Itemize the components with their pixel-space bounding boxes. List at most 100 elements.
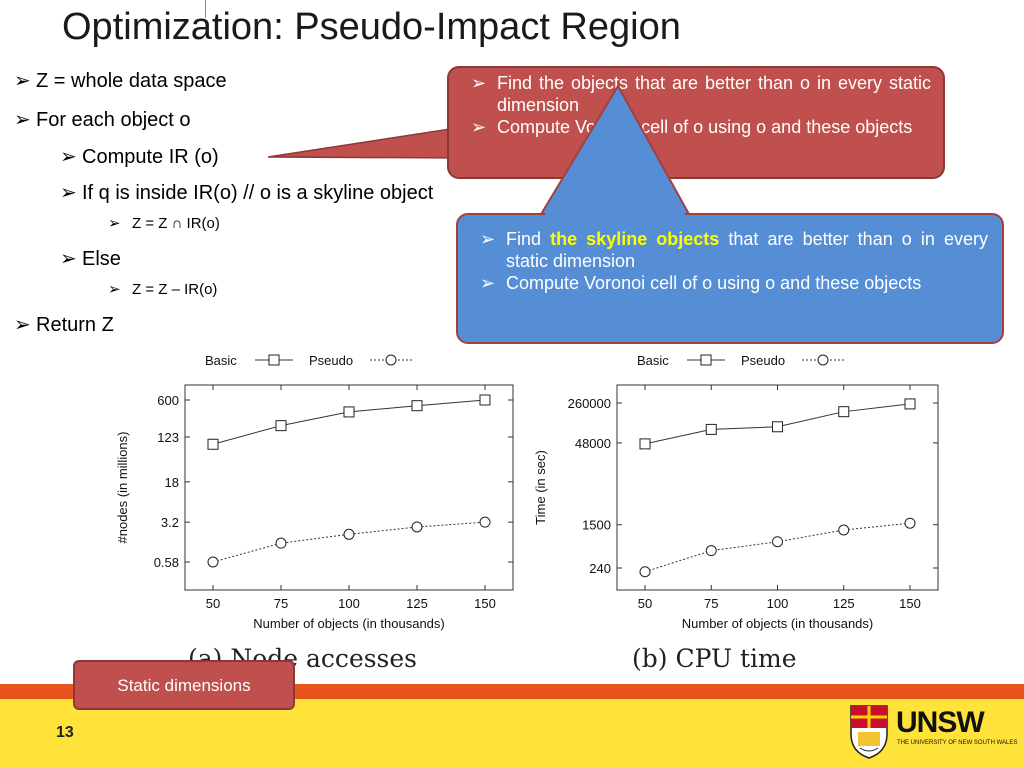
unsw-logo-subtext: THE UNIVERSITY OF NEW SOUTH WALES xyxy=(897,740,1018,746)
bullet-arrow-icon: ➢ xyxy=(108,281,121,298)
y-tick-label: 260000 xyxy=(568,396,611,411)
y-tick-label: 0.58 xyxy=(154,555,179,570)
red-callout: ➢ Find the objects that are better than o… xyxy=(447,66,945,179)
data-point xyxy=(838,406,850,418)
data-point xyxy=(639,438,651,450)
bullet-text: Z = Z – IR(o) xyxy=(132,281,218,298)
bullet-item: ➢ Z = whole data space xyxy=(14,68,227,93)
x-tick-label: 100 xyxy=(767,596,789,611)
blue-callout-item: ➢ Compute Voronoi cell of o using o and t… xyxy=(480,272,988,294)
bullet-item: ➢ Z = Z – IR(o) xyxy=(108,280,217,298)
legend-label: Basic xyxy=(637,353,669,368)
data-point xyxy=(838,524,850,536)
data-point xyxy=(639,566,651,578)
bullet-arrow-icon: ➢ xyxy=(14,109,31,131)
y-axis-label: Time (in sec) xyxy=(533,450,548,525)
data-point xyxy=(705,423,717,435)
legend-label: Pseudo xyxy=(741,353,785,368)
x-tick-label: 50 xyxy=(638,596,652,611)
series-line-pseudo xyxy=(212,521,486,563)
bullet-arrow-icon: ➢ xyxy=(60,248,77,270)
bullet-text: Else xyxy=(82,248,121,270)
legend-label: Basic xyxy=(205,353,237,368)
y-tick-label: 3.2 xyxy=(161,515,179,530)
x-axis-label: Number of objects (in thousands) xyxy=(682,616,873,631)
bullet-arrow-icon: ➢ xyxy=(471,117,487,137)
data-point xyxy=(411,400,423,412)
data-point xyxy=(343,406,355,418)
bullet-arrow-icon: ➢ xyxy=(14,314,31,336)
bullet-text: Compute IR (o) xyxy=(82,146,219,168)
bullet-arrow-icon: ➢ xyxy=(480,273,496,293)
x-tick-label: 125 xyxy=(406,596,428,611)
slide-title: Optimization: Pseudo-Impact Region xyxy=(62,6,681,48)
static-dimensions-box: Static dimensions xyxy=(73,660,295,710)
bullet-text: Return Z xyxy=(36,314,114,336)
y-tick-label: 18 xyxy=(165,475,179,490)
red-callout-text: Find the objects that are better than o … xyxy=(497,73,931,115)
bullet-arrow-icon: ➢ xyxy=(14,70,31,92)
x-tick-label: 75 xyxy=(274,596,288,611)
series-line-pseudo xyxy=(644,522,911,573)
charts: 0.58 3.2 18 123 600 50 75 100 125 150 Number of ob… xyxy=(115,353,939,631)
chart-a: 0.58 3.2 18 123 600 50 75 100 125 150 Number of ob… xyxy=(115,353,514,631)
data-point xyxy=(343,528,355,540)
bullet-text: If q is inside IR(o) // o is a skyline o… xyxy=(82,182,434,204)
blue-callout: ➢ Find the skyline objects that are bette… xyxy=(456,213,1004,344)
y-tick-label: 48000 xyxy=(575,436,611,451)
data-point xyxy=(479,516,491,528)
legend-marker xyxy=(700,354,712,366)
data-point xyxy=(207,438,219,450)
x-tick-label: 50 xyxy=(206,596,220,611)
y-tick-label: 600 xyxy=(157,393,179,408)
bullet-text: Z = Z ∩ IR(o) xyxy=(132,215,220,232)
data-point xyxy=(772,536,783,548)
bullet-arrow-icon: ➢ xyxy=(471,73,487,93)
chart-caption-b: (b) CPU time xyxy=(632,644,797,673)
blue-callout-text: Compute Voronoi cell of o using o and th… xyxy=(506,273,922,293)
blue-callout-text: Find xyxy=(506,229,551,249)
bullet-item: ➢ Return Z xyxy=(14,312,114,337)
data-point xyxy=(904,398,916,410)
legend-marker xyxy=(385,354,397,366)
x-tick-label: 150 xyxy=(474,596,496,611)
x-tick-label: 100 xyxy=(338,596,360,611)
y-tick-label: 240 xyxy=(589,561,611,576)
bullet-item: ➢ For each object o xyxy=(14,107,191,132)
y-tick-label: 123 xyxy=(157,430,179,445)
data-point xyxy=(705,545,717,557)
y-axis-label: #nodes (in millions) xyxy=(115,432,130,544)
bullet-item: ➢ Else xyxy=(60,246,121,271)
bullet-arrow-icon: ➢ xyxy=(60,182,77,204)
chart-b: 240 1500 48000 260000 50 75 100 125 150 Number of… xyxy=(533,353,939,631)
blue-callout-item: ➢ Find the skyline objects that are bette… xyxy=(480,228,988,272)
y-tick-label: 1500 xyxy=(582,518,611,533)
x-tick-label: 150 xyxy=(899,596,921,611)
bullet-arrow-icon: ➢ xyxy=(480,229,496,249)
bullet-text: Z = whole data space xyxy=(36,70,227,92)
skyline-highlight: the skyline objects xyxy=(550,229,720,249)
legend-marker xyxy=(817,354,829,366)
unsw-logo-text: UNSW xyxy=(896,706,985,739)
data-point xyxy=(772,421,783,433)
data-point xyxy=(207,556,219,568)
data-point xyxy=(479,394,491,406)
bullet-arrow-icon: ➢ xyxy=(108,215,121,232)
data-point xyxy=(275,537,287,549)
legend-label: Pseudo xyxy=(309,353,353,368)
bullet-text: For each object o xyxy=(36,109,191,131)
legend-marker xyxy=(268,354,280,366)
data-point xyxy=(904,517,916,529)
x-tick-label: 125 xyxy=(833,596,855,611)
bullet-item: ➢ Compute IR (o) xyxy=(60,144,219,169)
top-divider-line xyxy=(205,0,206,18)
data-point xyxy=(411,521,423,533)
bullet-arrow-icon: ➢ xyxy=(60,146,77,168)
blue-callout-text: that are better than o in every static d… xyxy=(506,229,988,271)
x-tick-label: 75 xyxy=(704,596,718,611)
plot-frame xyxy=(616,384,939,591)
blue-callout-pointer-fill xyxy=(543,90,687,218)
data-point xyxy=(275,420,287,432)
x-axis-label: Number of objects (in thousands) xyxy=(253,616,444,631)
unsw-crest-icon xyxy=(850,705,888,759)
